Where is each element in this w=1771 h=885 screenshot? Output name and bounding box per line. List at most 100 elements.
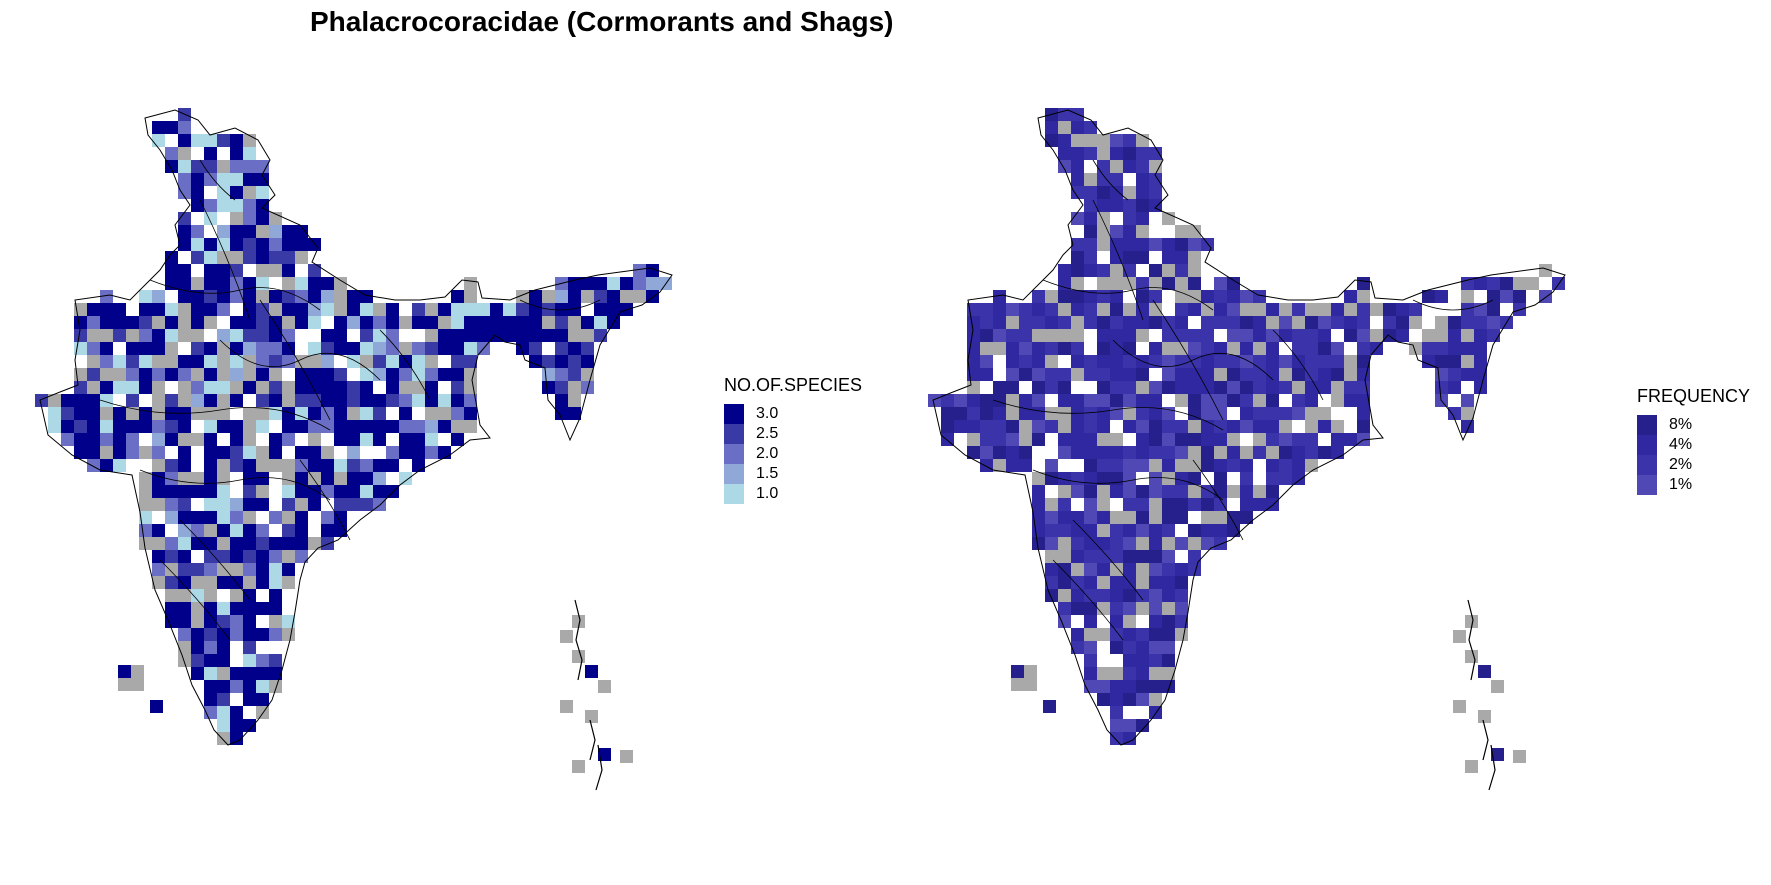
- frequency-grid-cell: [1058, 537, 1071, 550]
- species-grid-cell: [243, 628, 256, 641]
- frequency-grid-cell: [967, 329, 980, 342]
- species-grid-cell: [412, 303, 425, 316]
- frequency-grid-cell: [1136, 251, 1149, 264]
- species-grid-cell: [217, 602, 230, 615]
- species-grid-cell: [282, 303, 295, 316]
- species-grid-cell: [165, 303, 178, 316]
- species-grid-cell: [555, 368, 568, 381]
- frequency-grid-cell: [1149, 342, 1162, 355]
- legend-swatch: [724, 484, 744, 504]
- frequency-grid-cell: [1214, 420, 1227, 433]
- species-grid-cell: [256, 550, 269, 563]
- species-grid-cell: [360, 485, 373, 498]
- species-grid-cell: [139, 368, 152, 381]
- species-grid-cell: [204, 641, 217, 654]
- frequency-grid-cell: [1240, 394, 1253, 407]
- species-grid-cell: [152, 420, 165, 433]
- frequency-island-cell: [1453, 700, 1466, 713]
- frequency-grid-cell: [1110, 238, 1123, 251]
- frequency-grid-cell: [1344, 303, 1357, 316]
- frequency-grid-cell: [993, 420, 1006, 433]
- species-island-cell: [131, 678, 144, 691]
- species-grid-cell: [126, 355, 139, 368]
- frequency-grid-cell: [954, 394, 967, 407]
- species-grid-cell: [139, 290, 152, 303]
- frequency-grid-cell: [1331, 420, 1344, 433]
- frequency-grid-cell: [1188, 394, 1201, 407]
- species-grid-cell: [230, 446, 243, 459]
- species-grid-cell: [321, 368, 334, 381]
- species-grid-cell: [347, 459, 360, 472]
- species-grid-cell: [269, 238, 282, 251]
- legend-label: 2%: [1669, 456, 1693, 473]
- frequency-grid-cell: [1162, 459, 1175, 472]
- species-grid-cell: [178, 628, 191, 641]
- frequency-grid-cell: [1084, 576, 1097, 589]
- species-grid-cell: [347, 472, 360, 485]
- frequency-island-cell: [1043, 700, 1056, 713]
- frequency-grid-cell: [1201, 355, 1214, 368]
- frequency-grid-cell: [1097, 511, 1110, 524]
- frequency-grid-cell: [1331, 355, 1344, 368]
- frequency-island-cell: [1024, 678, 1037, 691]
- species-grid-cell: [334, 485, 347, 498]
- frequency-grid-cell: [1214, 537, 1227, 550]
- species-grid-cell: [204, 550, 217, 563]
- frequency-grid-cell: [993, 394, 1006, 407]
- species-grid-cell: [282, 420, 295, 433]
- frequency-grid-cell: [1084, 433, 1097, 446]
- frequency-grid-cell: [1123, 394, 1136, 407]
- frequency-grid-cell: [1253, 290, 1266, 303]
- species-legend-item: 1.5: [724, 464, 862, 484]
- species-grid-cell: [308, 290, 321, 303]
- species-grid-cell: [555, 290, 568, 303]
- frequency-grid-cell: [1162, 680, 1175, 693]
- frequency-state-boundary: [1412, 299, 1494, 311]
- frequency-grid-cell: [1201, 368, 1214, 381]
- species-grid-cell: [438, 342, 451, 355]
- legend-swatch: [724, 424, 744, 444]
- frequency-grid-cell: [1253, 368, 1266, 381]
- species-grid-cell: [152, 394, 165, 407]
- species-grid-cell: [178, 459, 191, 472]
- species-grid-cell: [555, 342, 568, 355]
- frequency-grid-cell: [1279, 446, 1292, 459]
- species-grid-cell: [607, 277, 620, 290]
- species-grid-cell: [230, 628, 243, 641]
- frequency-grid-cell: [1084, 316, 1097, 329]
- species-grid-cell: [178, 368, 191, 381]
- species-grid-cell: [256, 628, 269, 641]
- frequency-grid-cell: [1188, 524, 1201, 537]
- species-grid-cell: [139, 355, 152, 368]
- species-grid-cell: [334, 420, 347, 433]
- species-grid-cell: [555, 329, 568, 342]
- frequency-island-cell: [1465, 615, 1478, 628]
- species-grid-cell: [269, 394, 282, 407]
- species-grid-cell: [321, 329, 334, 342]
- species-grid-cell: [204, 355, 217, 368]
- frequency-grid-cell: [1110, 615, 1123, 628]
- frequency-grid-cell: [1201, 342, 1214, 355]
- species-grid-cell: [321, 355, 334, 368]
- species-grid-cell: [113, 420, 126, 433]
- frequency-grid-cell: [1227, 459, 1240, 472]
- species-grid-cell: [360, 342, 373, 355]
- species-grid-cell: [191, 667, 204, 680]
- species-grid-cell: [256, 446, 269, 459]
- frequency-grid-cell: [1123, 251, 1136, 264]
- frequency-island-cell: [1478, 710, 1491, 723]
- frequency-grid-cell: [1292, 329, 1305, 342]
- frequency-grid-cell: [1344, 290, 1357, 303]
- frequency-grid-cell: [1006, 381, 1019, 394]
- frequency-state-boundary: [1192, 459, 1244, 541]
- species-grid-cell: [282, 394, 295, 407]
- species-grid-cell: [269, 303, 282, 316]
- frequency-grid-cell: [1097, 173, 1110, 186]
- frequency-grid-cell: [1279, 472, 1292, 485]
- species-grid-cell: [295, 316, 308, 329]
- species-grid-cell: [243, 147, 256, 160]
- frequency-grid-cell: [1097, 381, 1110, 394]
- species-grid-cell: [152, 134, 165, 147]
- legend-label: 1.0: [756, 485, 779, 502]
- frequency-grid-cell: [1045, 524, 1058, 537]
